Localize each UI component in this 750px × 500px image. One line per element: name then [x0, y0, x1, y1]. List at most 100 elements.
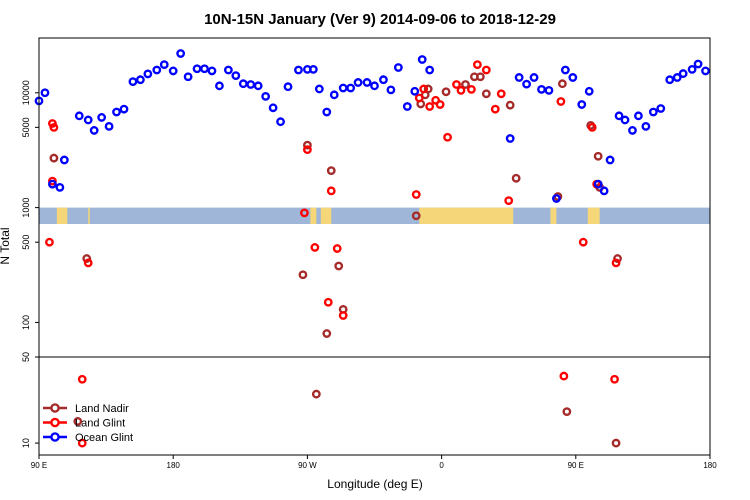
data-point: [298, 270, 308, 280]
data-point: [559, 371, 569, 381]
data-point: [283, 82, 293, 92]
data-point: [452, 80, 461, 89]
data-point: [338, 311, 348, 320]
series-points: [45, 60, 621, 448]
data-point: [552, 194, 561, 203]
data-point: [246, 80, 256, 89]
data-point: [77, 374, 87, 384]
data-point: [73, 416, 83, 426]
x-axis: 90 E 180 90 W 0 90 E 180: [31, 455, 717, 470]
land-mask-region: [88, 207, 90, 224]
data-point: [402, 102, 412, 111]
x-tick-label: 0: [439, 461, 444, 470]
data-point: [45, 237, 54, 247]
data-point: [159, 60, 169, 69]
data-point: [311, 389, 321, 399]
data-point: [605, 155, 615, 165]
plot-frame: [38, 37, 711, 456]
data-point: [97, 113, 107, 122]
data-point: [593, 179, 603, 189]
data-point: [77, 438, 87, 448]
data-point: [614, 111, 624, 121]
data-point: [456, 85, 466, 95]
data-point: [419, 84, 429, 94]
land-mask-region: [56, 207, 68, 224]
data-point: [143, 69, 153, 79]
data-point: [496, 89, 506, 99]
data-point: [467, 85, 476, 94]
data-point: [557, 79, 567, 89]
data-point: [253, 81, 263, 91]
data-point: [74, 111, 84, 121]
data-point: [672, 73, 682, 82]
legend-marker: [50, 403, 60, 413]
x-tick-label: 90 W: [298, 461, 317, 470]
data-point: [505, 134, 515, 143]
data-point: [207, 66, 217, 76]
land-mask-region: [419, 207, 514, 224]
data-point: [200, 64, 209, 74]
data-point: [613, 254, 622, 263]
data-point: [593, 151, 603, 161]
data-point: [104, 121, 114, 131]
data-point: [48, 176, 57, 186]
data-point: [481, 65, 491, 75]
data-point: [128, 77, 138, 87]
data-point: [556, 97, 566, 106]
data-point: [431, 95, 441, 105]
x-tick-label: 180: [167, 461, 181, 470]
data-point: [112, 107, 121, 117]
data-point: [584, 86, 594, 96]
data-point: [411, 190, 421, 199]
legend: Land Nadir Land Glint Ocean Glint: [43, 403, 133, 444]
data-point: [338, 83, 348, 93]
legend-label: Land Glint: [75, 418, 125, 430]
data-point: [504, 196, 514, 206]
data-point: [522, 79, 531, 89]
y-axis-label: N Total: [0, 227, 12, 264]
x-axis-label: Longitude (deg E): [327, 477, 422, 491]
data-point: [386, 85, 396, 95]
legend-label: Land Nadir: [75, 403, 129, 415]
data-point: [261, 92, 271, 101]
y-tick-label: 100: [21, 315, 31, 330]
data-point: [276, 117, 285, 127]
data-point: [693, 59, 703, 69]
data-point: [302, 140, 312, 150]
y-tick-label: 5000: [21, 117, 31, 137]
data-point: [665, 75, 675, 85]
series-points: [49, 72, 622, 448]
data-point: [435, 100, 445, 109]
x-tick-label: 90 E: [568, 461, 584, 470]
land-band: [39, 207, 710, 224]
data-point: [332, 244, 342, 253]
data-point: [322, 107, 332, 117]
data-point: [135, 75, 145, 85]
data-point: [641, 121, 651, 131]
data-point: [481, 89, 491, 99]
data-point: [475, 72, 485, 82]
data-point: [701, 66, 710, 76]
data-point: [89, 126, 99, 135]
data-point: [417, 55, 427, 64]
data-point: [656, 104, 666, 113]
x-tick-label: 180: [703, 461, 717, 470]
data-point: [443, 132, 452, 142]
data-point: [314, 84, 324, 94]
data-point: [611, 258, 621, 268]
data-point: [323, 297, 333, 307]
data-point: [514, 73, 524, 82]
data-point: [505, 100, 515, 110]
data-point: [410, 86, 420, 96]
data-point: [334, 261, 344, 271]
y-tick-label: 500: [21, 235, 31, 250]
land-mask: [39, 207, 710, 224]
data-point: [362, 78, 372, 87]
data-point: [183, 72, 193, 82]
data-point: [537, 85, 546, 94]
series-points: [34, 49, 710, 203]
data-point: [411, 211, 421, 221]
data-point: [511, 173, 521, 183]
y-tick-label: 50: [21, 352, 31, 362]
